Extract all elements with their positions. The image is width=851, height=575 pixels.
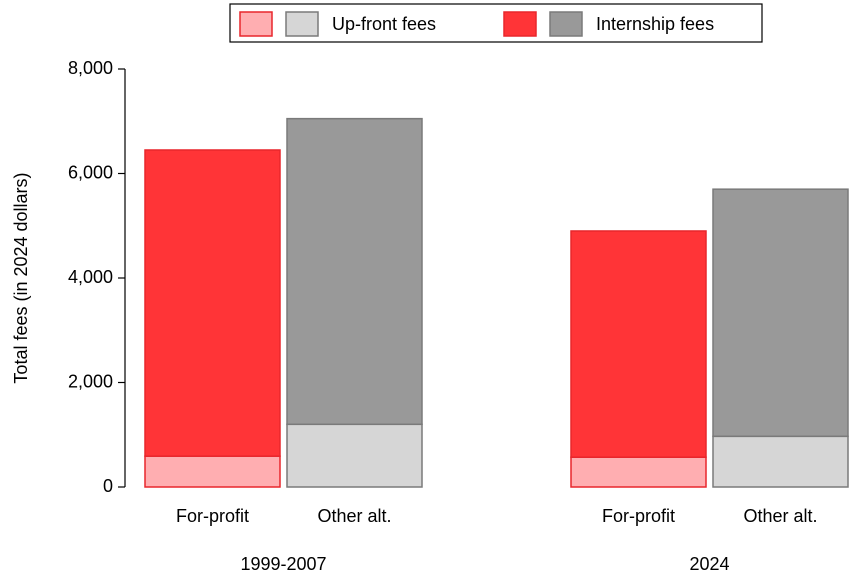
legend-label: Internship fees: [596, 14, 714, 34]
group-label: 2024: [689, 554, 729, 574]
y-tick-label: 2,000: [68, 371, 113, 391]
x-tick-label: Other alt.: [743, 506, 817, 526]
bar-segment: [144, 149, 281, 457]
group-label: 1999-2007: [240, 554, 326, 574]
bar-segment: [286, 423, 423, 488]
legend-label: Up-front fees: [332, 14, 436, 34]
bar-segment: [712, 435, 849, 488]
bar-segment: [570, 456, 707, 488]
bar-segment: [712, 188, 849, 438]
y-tick-label: 6,000: [68, 162, 113, 182]
legend-swatch: [285, 11, 319, 37]
legend-swatch: [239, 11, 273, 37]
y-tick-label: 8,000: [68, 58, 113, 78]
x-tick-label: Other alt.: [317, 506, 391, 526]
legend-swatch: [503, 11, 537, 37]
legend-swatch: [549, 11, 583, 37]
y-axis-title: Total fees (in 2024 dollars): [11, 172, 31, 383]
y-tick-label: 4,000: [68, 267, 113, 287]
bar-segment: [570, 230, 707, 458]
bar-segment: [286, 117, 423, 426]
y-tick-label: 0: [103, 476, 113, 496]
bar-segment: [144, 455, 281, 488]
x-tick-label: For-profit: [176, 506, 249, 526]
x-tick-label: For-profit: [602, 506, 675, 526]
